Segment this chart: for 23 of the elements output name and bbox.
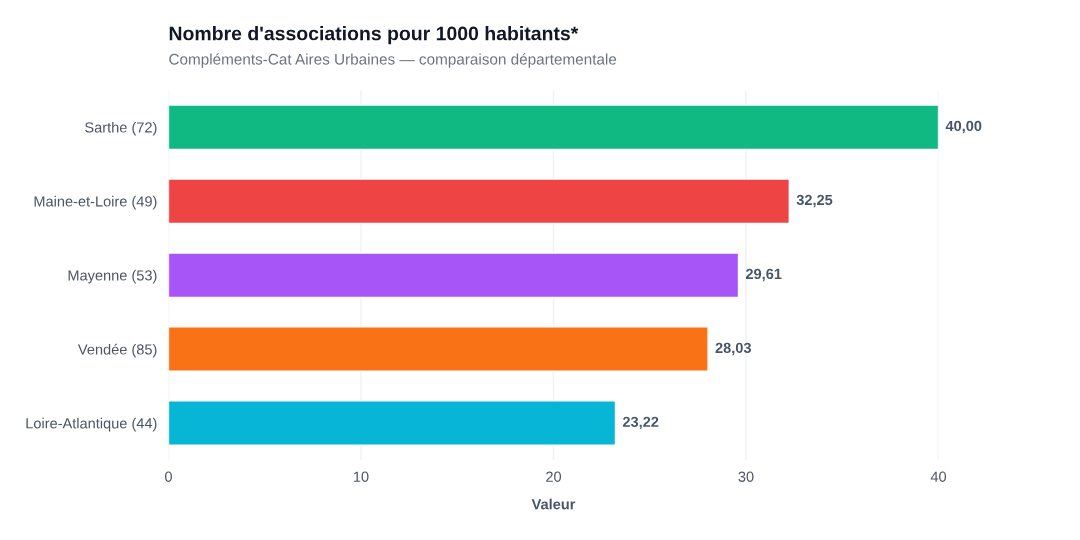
y-tick-label: Loire-Atlantique (44) [26, 417, 157, 432]
bar [168, 252, 740, 299]
x-tick-label: 30 [738, 471, 754, 482]
data-label: 40,00 [945, 120, 982, 134]
bar [168, 400, 617, 446]
data-label: 28,03 [715, 342, 751, 356]
y-tick-label: Maine-et-Loire (49) [34, 195, 157, 210]
chart-subtitle: Compléments-Cat Aires Urbaines — comparaison départementale [169, 53, 617, 68]
y-tick-label: Vendée (85) [77, 343, 157, 358]
bar [168, 326, 709, 372]
bar [168, 178, 791, 225]
data-label: 29,61 [745, 268, 782, 282]
data-label: 23,22 [622, 416, 659, 430]
y-tick-label: Mayenne (53) [68, 269, 157, 284]
bar [168, 104, 939, 151]
x-tick-label: 0 [164, 471, 172, 482]
x-tick-label: 10 [353, 471, 369, 482]
x-tick-label: 40 [930, 471, 947, 482]
chart-title: Nombre d'associations pour 1000 habitants* [169, 26, 579, 45]
y-tick-label: Sarthe (72) [85, 121, 157, 136]
data-label: 32,25 [796, 194, 833, 208]
x-axis-title: Valeur [531, 498, 576, 510]
x-tick-label: 20 [546, 471, 562, 482]
